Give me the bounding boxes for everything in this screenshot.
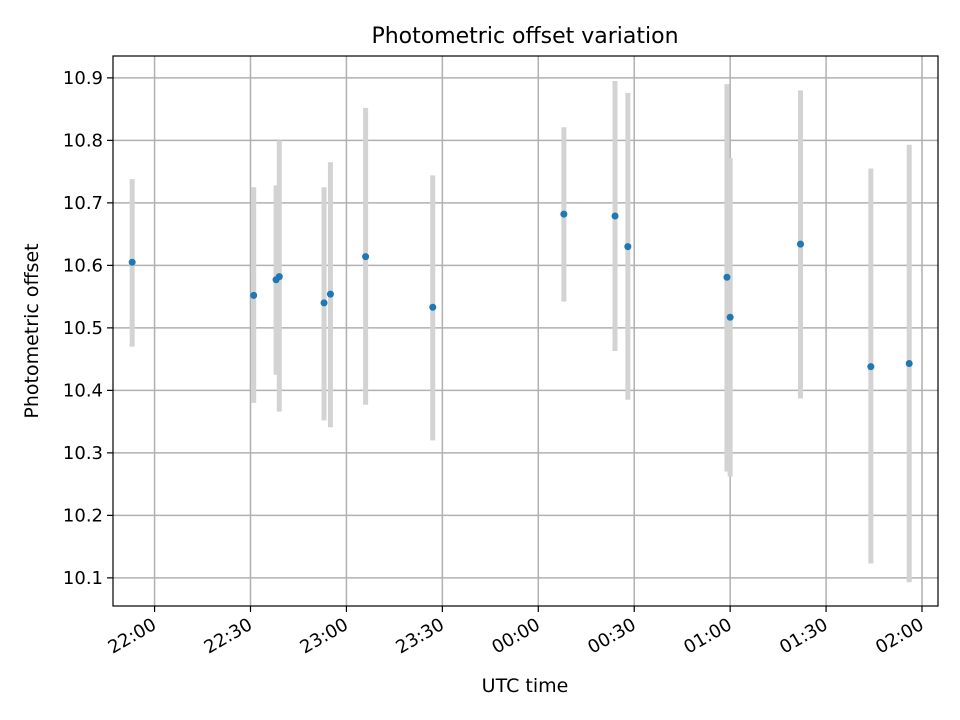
data-point — [128, 258, 136, 266]
data-point — [797, 240, 804, 248]
data-point — [362, 253, 370, 261]
y-tick-label: 10.5 — [63, 318, 103, 339]
y-axis-label: Photometric offset — [21, 243, 43, 418]
y-tick-label: 10.8 — [63, 130, 103, 151]
x-axis-label: UTC time — [482, 675, 569, 697]
data-point — [429, 303, 437, 311]
y-tick-label: 10.4 — [63, 380, 103, 401]
y-tick-label: 10.1 — [63, 568, 103, 589]
data-point — [624, 243, 632, 251]
data-points — [128, 210, 913, 371]
data-point — [867, 363, 875, 371]
data-point — [320, 299, 328, 307]
data-point — [726, 313, 734, 321]
y-tick-label: 10.6 — [63, 255, 103, 276]
data-point — [611, 212, 619, 220]
data-point — [250, 291, 258, 299]
y-axis-ticks: 10.1 10.2 10.3 10.4 10.5 10.6 10.7 10.8 10.9 — [63, 68, 113, 589]
data-point — [723, 273, 731, 281]
data-point — [275, 273, 283, 281]
y-tick-label: 10.9 — [63, 68, 103, 89]
chart-title: Photometric offset variation — [371, 24, 678, 49]
data-point — [560, 210, 568, 218]
data-point — [326, 290, 334, 298]
y-tick-label: 10.7 — [63, 193, 103, 214]
y-tick-label: 10.3 — [63, 443, 103, 464]
plot-frame — [112, 55, 939, 607]
data-point — [905, 360, 913, 367]
y-tick-label: 10.2 — [63, 505, 103, 526]
